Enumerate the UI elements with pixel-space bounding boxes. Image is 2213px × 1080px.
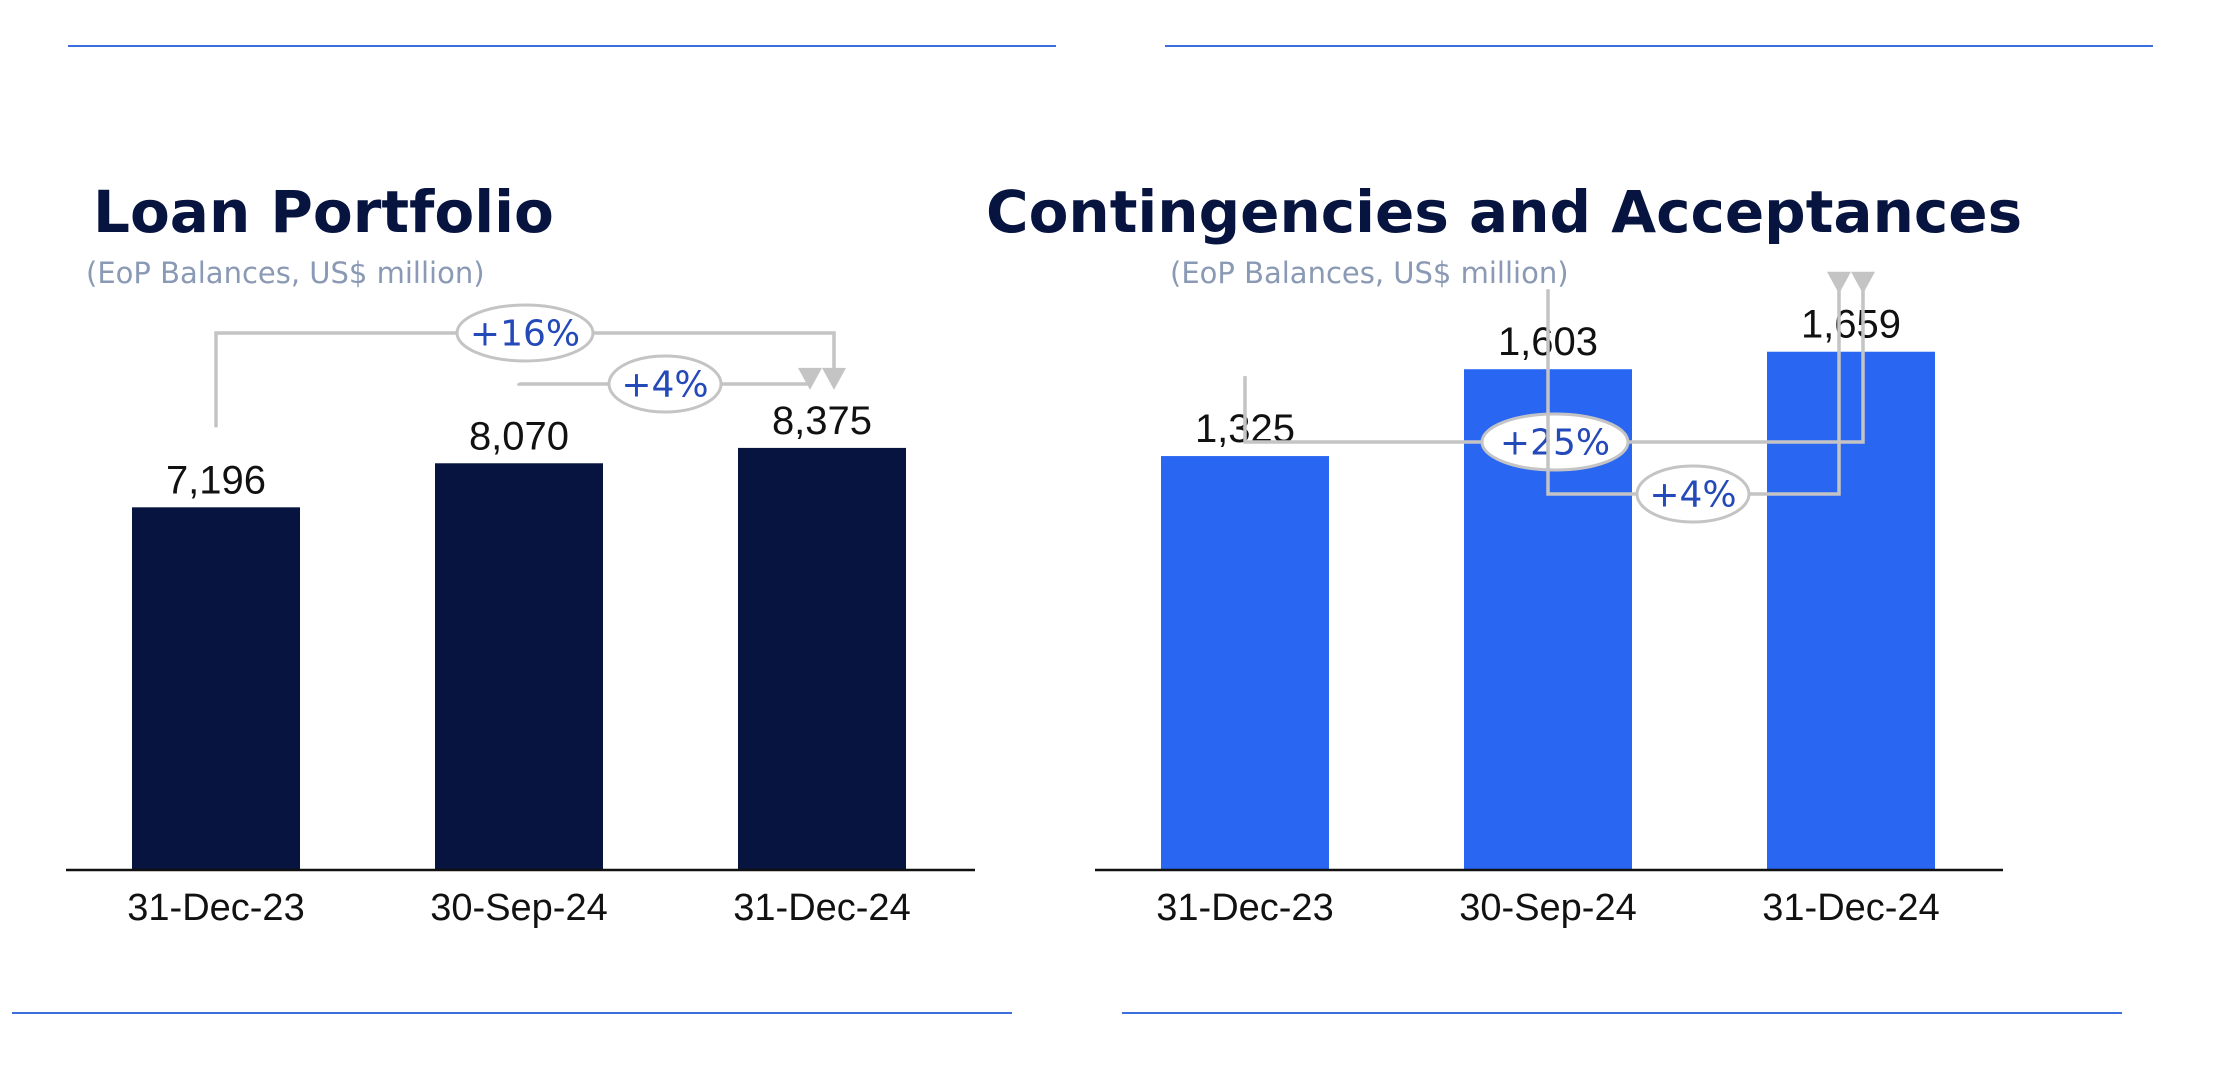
bar xyxy=(738,447,906,870)
growth-arrowhead xyxy=(1827,271,1851,294)
bar xyxy=(132,507,300,870)
growth-badge xyxy=(1480,412,1630,472)
category-label: 31-Dec-23 xyxy=(1156,887,1333,929)
growth-percent-label: +25% xyxy=(1500,423,1610,464)
bar xyxy=(435,463,603,870)
bar-value-label: 1,659 xyxy=(1801,303,1901,347)
chart-2: 1,32531-Dec-231,60330-Sep-241,65931-Dec-… xyxy=(1095,271,2003,929)
bar xyxy=(1767,351,1935,870)
bar-value-label: 8,375 xyxy=(772,399,872,443)
growth-arrowhead xyxy=(822,367,846,390)
category-label: 31-Dec-24 xyxy=(733,887,910,929)
growth-percent-label: +4% xyxy=(621,365,708,406)
category-label: 30-Sep-24 xyxy=(430,887,607,929)
category-label: 30-Sep-24 xyxy=(1459,887,1636,929)
bar xyxy=(1161,456,1329,870)
growth-percent-label: +4% xyxy=(1649,475,1736,516)
top-rule-left xyxy=(68,45,1056,47)
bar-value-label: 7,196 xyxy=(166,458,266,502)
bottom-rule-right xyxy=(1122,1012,2122,1014)
growth-badge xyxy=(1635,464,1751,524)
bar-value-label: 8,070 xyxy=(469,414,569,458)
loan-portfolio-subtitle: (EoP Balances, US$ million) xyxy=(86,256,485,290)
growth-badge xyxy=(607,354,723,414)
growth-percent-label: +16% xyxy=(470,314,580,355)
growth-badge xyxy=(455,303,595,363)
growth-arrowhead xyxy=(798,367,822,390)
top-rule-right xyxy=(1165,45,2153,47)
contingencies-title: Contingencies and Acceptances xyxy=(986,178,2023,246)
bottom-rule-left xyxy=(12,1012,1012,1014)
contingencies-subtitle: (EoP Balances, US$ million) xyxy=(1170,256,1569,290)
loan-portfolio-title: Loan Portfolio xyxy=(93,178,554,246)
growth-arrowhead xyxy=(1851,271,1875,294)
category-label: 31-Dec-24 xyxy=(1762,887,1939,929)
chart-1: 7,196 31-Dec-23 8,070 30-Sep-24 8,375 31-Dec-… xyxy=(66,303,975,929)
category-label: 31-Dec-23 xyxy=(127,887,304,929)
